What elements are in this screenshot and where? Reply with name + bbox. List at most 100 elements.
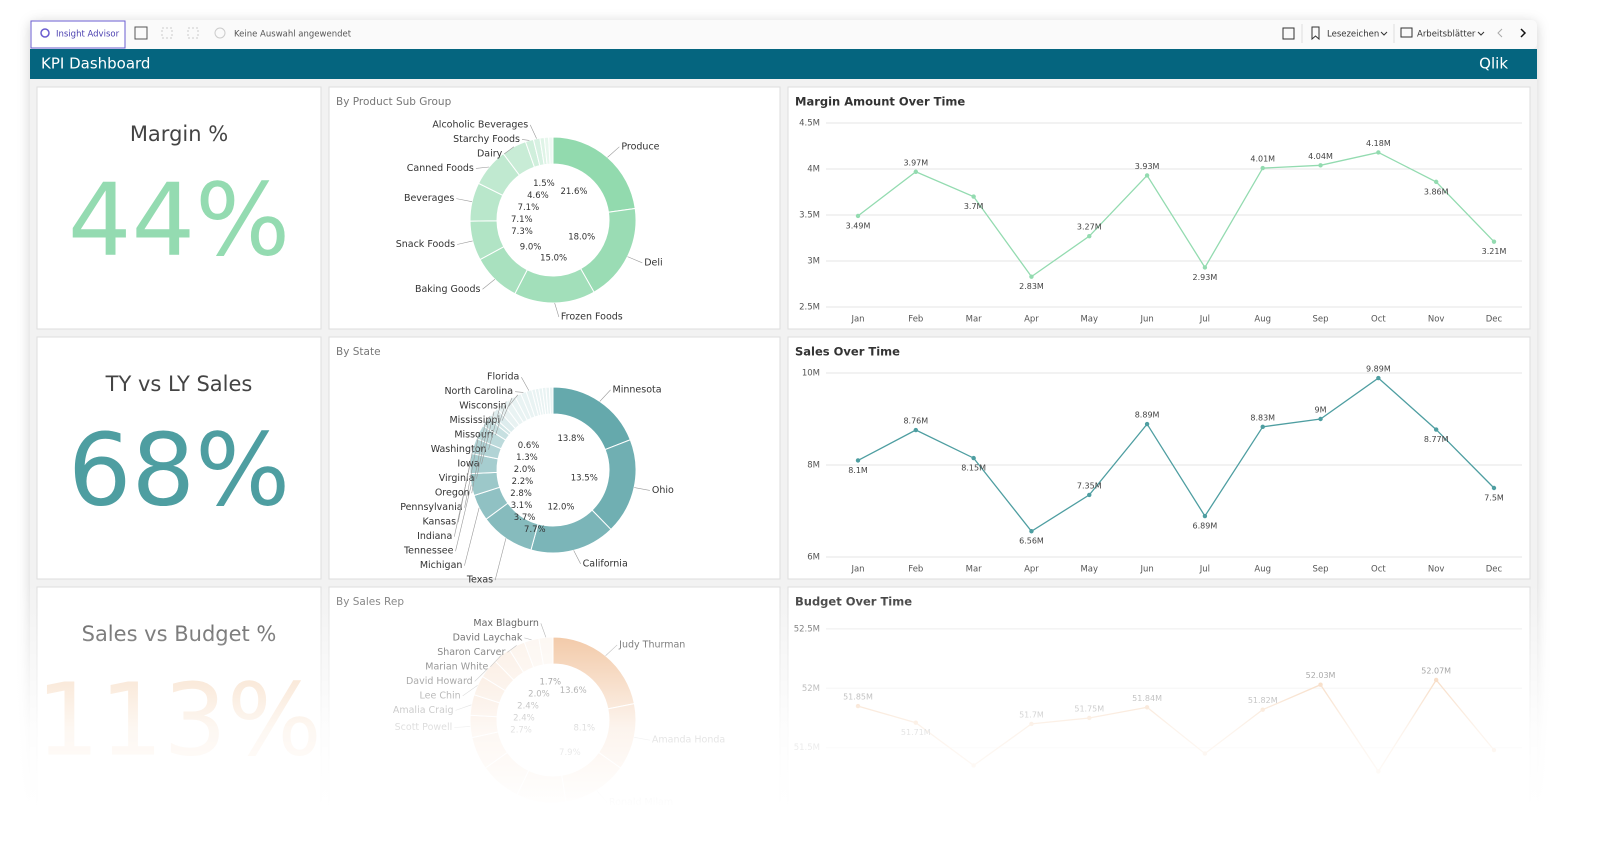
slice-label: Michigan [420,560,463,571]
insight-icon [40,28,50,38]
slice-value-label: 3.7% [514,513,536,523]
insight-advisor-button[interactable] [30,20,126,49]
point [913,169,919,174]
prev-sheet[interactable] [1497,28,1503,38]
slice-value-label: 9.0% [520,243,542,253]
leader-line [607,146,620,158]
slice-label: Snack Foods [396,239,455,250]
bookmark-icon[interactable] [1311,26,1320,41]
slice-label: Oregon [435,488,470,499]
value-label: 8.1M [848,466,868,475]
x-tick-label: Aug [1254,565,1271,575]
panel [36,336,322,580]
slice-label: Texas [466,575,493,586]
slice-label: Kansas [422,517,456,528]
donut-slice [548,136,554,165]
forward-icon[interactable] [187,27,199,39]
sheets-label[interactable]: Arbeitsblätter [1417,30,1476,40]
y-tick-label: 3M [807,257,820,267]
point [1202,751,1208,756]
point [1144,421,1150,427]
leader-line [501,397,513,421]
next-sheet[interactable] [1520,28,1527,38]
slice-label: Scott Powell [395,722,453,733]
x-tick-label: Nov [1428,565,1445,575]
y-tick-label: 4M [807,165,820,175]
chevron [1380,31,1388,36]
slice-label: Canned Foods [407,163,474,174]
kpi-value: 44% [68,161,290,278]
bookmarks-label[interactable]: Lesezeichen [1327,30,1379,40]
slice-value-label: 2.8% [510,489,532,499]
leader-line [476,416,490,479]
value-label: 3.49M [846,221,871,230]
point [1376,150,1381,155]
leader-line [529,124,537,139]
kpi-title: TY vs LY Sales [105,372,253,396]
x-tick-label: Sep [1313,565,1329,575]
slice-label: Judy Thurman [618,639,685,650]
x-tick-label: Jan [850,565,864,575]
value-label: 51.82M [1248,696,1278,705]
point [1029,529,1034,534]
sheets-icon[interactable] [1400,27,1413,38]
x-tick-label: Oct [1371,315,1386,325]
slice-label: Lee Chin [420,690,461,701]
chart-title: By State [336,346,381,358]
leader-line [599,389,611,402]
x-tick-label: Mar [966,815,983,825]
smart-search-icon[interactable] [134,26,148,40]
x-tick-label: Apr [1024,815,1039,825]
donut-slice [548,386,554,415]
leader-line [521,139,530,141]
y-tick-label: 6M [807,553,820,563]
leader-line [471,421,486,494]
back-icon[interactable] [161,27,173,39]
value-label: 3.7M [964,202,984,211]
point [1087,233,1092,239]
slice-label: Mississippi [449,415,500,426]
point [1087,492,1092,498]
x-tick-label: Nov [1428,315,1445,325]
point [913,720,919,725]
selection-status: Keine Auswahl angewendet [234,30,352,40]
grid-icon[interactable] [1282,27,1295,40]
point [1029,721,1034,727]
kpi-title: Sales vs Budget % [82,622,277,646]
x-tick-label: Jun [1139,815,1153,825]
slice-label: Indiana [417,531,452,542]
value-label: 6.56M [1019,537,1044,546]
point [1260,707,1265,712]
sheet-header [30,49,1537,79]
slice-label: Minnesota [613,384,662,395]
slice-value-label: 8.1% [573,723,595,733]
clear-icon[interactable] [214,27,226,39]
point [1202,513,1208,519]
x-tick-label: Jul [1199,815,1210,825]
leader-line [453,463,471,537]
slice-value-label: 7.3% [511,227,533,237]
toolbar [30,20,1537,49]
x-tick-label: Dec [1486,815,1503,825]
kpi-title: Margin % [130,122,228,146]
slice-value-label: 2.0% [528,690,550,700]
x-tick-label: May [1080,815,1098,825]
leader-line [494,538,507,581]
x-tick-label: Jan [850,815,864,825]
kpi-value: 113% [36,661,322,778]
slice-label: Iowa [457,459,479,470]
slice-value-label: 3.1% [511,501,533,511]
value-label: 3.93M [1135,162,1160,171]
leader-line [464,507,480,566]
x-tick-label: Apr [1024,565,1039,575]
slice-value-label: 2.7% [510,726,532,736]
slice-value-label: 21.6% [560,187,587,197]
y-tick-label: 8M [807,461,820,471]
value-label: 51.75M [1074,704,1104,713]
x-tick-label: Nov [1428,815,1445,825]
y-tick-label: 3.5M [799,211,820,221]
slice-label: Frozen Foods [561,311,623,322]
value-label: 7.35M [1077,481,1102,490]
value-label: 3.27M [1077,223,1102,232]
slice-value-label: 12.0% [547,502,574,512]
